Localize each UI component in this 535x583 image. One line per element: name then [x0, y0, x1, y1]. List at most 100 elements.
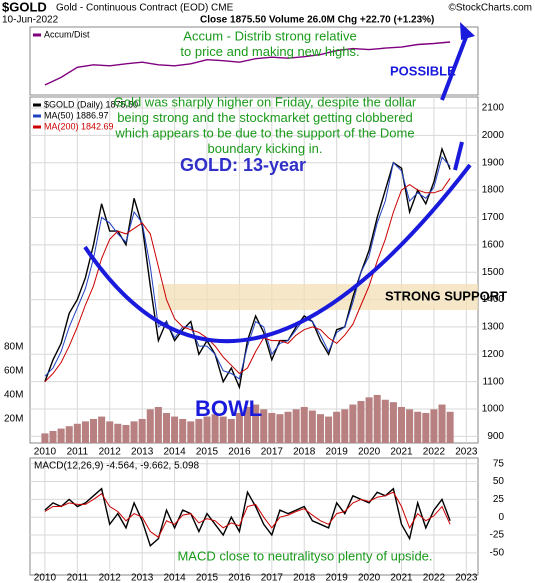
y-tick-label: 1700: [482, 212, 505, 223]
volume-bar: [381, 399, 389, 443]
volume-bar: [130, 421, 138, 443]
volume-bar: [268, 412, 276, 443]
volume-bar: [219, 416, 227, 443]
y-tick-label: 1900: [482, 157, 505, 168]
y-tick-label: 1100: [482, 376, 504, 387]
x-tick-label: 2022: [423, 447, 446, 458]
y-tick-label: 75: [493, 458, 505, 469]
volume-bar: [308, 410, 316, 443]
x-tick-label: 2013: [131, 573, 154, 583]
arrow-head: [460, 22, 475, 40]
y2-tick-label: 60M: [4, 366, 23, 377]
x-tick-label: 2021: [390, 447, 413, 458]
annotation: being strong and the stockmarket getting…: [117, 110, 413, 125]
annotation: Gold was sharply higher on Friday, despi…: [114, 94, 417, 109]
symbol: $GOLD: [2, 0, 47, 14]
volume-bar: [138, 418, 146, 443]
y-tick-label: 1600: [482, 239, 505, 250]
x-tick-label: 2015: [196, 573, 219, 583]
volume-bar: [203, 416, 211, 443]
series-line: [44, 156, 451, 380]
volume-bar: [211, 414, 219, 443]
x-tick-label: 2015: [196, 447, 219, 458]
y-tick-label: 1000: [482, 404, 505, 415]
description: Gold - Continuous Contract (EOD) CME: [56, 3, 234, 14]
annotation: MACD close to neutralityso plenty of ups…: [177, 548, 432, 563]
annotation: which appears to be due to the support o…: [114, 125, 414, 140]
y-tick-label: 25: [493, 494, 505, 505]
annotation: boundary kicking in.: [208, 141, 323, 156]
arrow: [440, 31, 470, 101]
annotation: STRONG SUPPORT: [385, 288, 507, 303]
volume-bar: [195, 418, 203, 443]
volume-bar: [73, 423, 81, 443]
volume-bar: [365, 397, 373, 443]
volume-bar: [146, 409, 154, 443]
x-tick-label: 2010: [34, 573, 57, 583]
legend-label: Accum/Dist: [44, 29, 90, 39]
volume-bar: [49, 430, 57, 443]
y-tick-label: 1200: [482, 349, 505, 360]
volume-bar: [292, 409, 300, 443]
volume-bar: [154, 406, 162, 443]
y-tick-label: 2000: [482, 130, 505, 141]
volume-bar: [406, 409, 414, 443]
volume-bar: [106, 421, 114, 443]
x-tick-label: 2022: [423, 573, 446, 583]
volume-bar: [284, 411, 292, 443]
volume-bar: [397, 406, 406, 443]
date: 10-Jun-2022: [2, 15, 59, 26]
y-tick-label: 1400: [482, 294, 505, 305]
volume-bar: [389, 402, 397, 443]
annotation: POSSIBLE: [390, 63, 456, 78]
price-panel: [29, 96, 479, 444]
annotation: GOLD: 13-year: [180, 155, 306, 175]
volume-bar: [187, 421, 195, 443]
volume-bar: [65, 426, 73, 443]
y-tick-label: 1800: [482, 185, 505, 196]
x-tick-label: 2011: [67, 573, 89, 583]
volume-bar: [114, 423, 122, 443]
volume-bar: [171, 416, 179, 443]
volume-bar: [325, 416, 333, 443]
x-tick-label: 2019: [326, 573, 349, 583]
volume-bar: [90, 418, 98, 443]
x-tick-label: 2020: [358, 573, 381, 583]
x-tick-label: 2020: [358, 447, 381, 458]
y-tick-label: 1300: [482, 322, 505, 333]
x-tick-label: 2021: [390, 573, 413, 583]
volume-bar: [98, 416, 106, 443]
y2-tick-label: 20M: [4, 414, 23, 425]
y-tick-label: 2100: [482, 103, 505, 114]
x-tick-label: 2018: [293, 447, 316, 458]
source: ©StockCharts.com: [448, 3, 532, 14]
volume-bar: [81, 421, 89, 443]
volume-bar: [357, 400, 365, 443]
x-tick-label: 2023: [455, 447, 478, 458]
legend-label: MA(50) 1886.97: [44, 110, 109, 120]
y-tick-label: 900: [487, 431, 504, 442]
macd-panel: [29, 457, 479, 576]
x-tick-label: 2013: [131, 447, 154, 458]
volume-bar: [373, 394, 381, 443]
volume-bar: [260, 409, 268, 443]
x-tick-label: 2012: [99, 573, 122, 583]
dash: [453, 141, 464, 171]
x-tick-label: 2017: [261, 447, 284, 458]
support-zone: [158, 284, 478, 310]
x-tick-label: 2012: [99, 447, 122, 458]
accum-panel: [29, 26, 479, 96]
quote: Close 1875.50 Volume 26.0M Chg +22.70 (+…: [200, 15, 434, 26]
x-tick-label: 2019: [326, 447, 349, 458]
series-line: [44, 41, 451, 86]
volume-bar: [179, 418, 187, 443]
y-tick-label: 1500: [482, 267, 505, 278]
y2-tick-label: 80M: [4, 342, 23, 353]
y-tick-label: -25: [490, 530, 505, 541]
bowl-curve: [83, 163, 472, 344]
x-tick-label: 2017: [261, 573, 284, 583]
x-tick-label: 2023: [455, 573, 478, 583]
series-line: [44, 178, 451, 383]
volume-bar: [162, 412, 170, 443]
volume-bar: [341, 409, 349, 443]
